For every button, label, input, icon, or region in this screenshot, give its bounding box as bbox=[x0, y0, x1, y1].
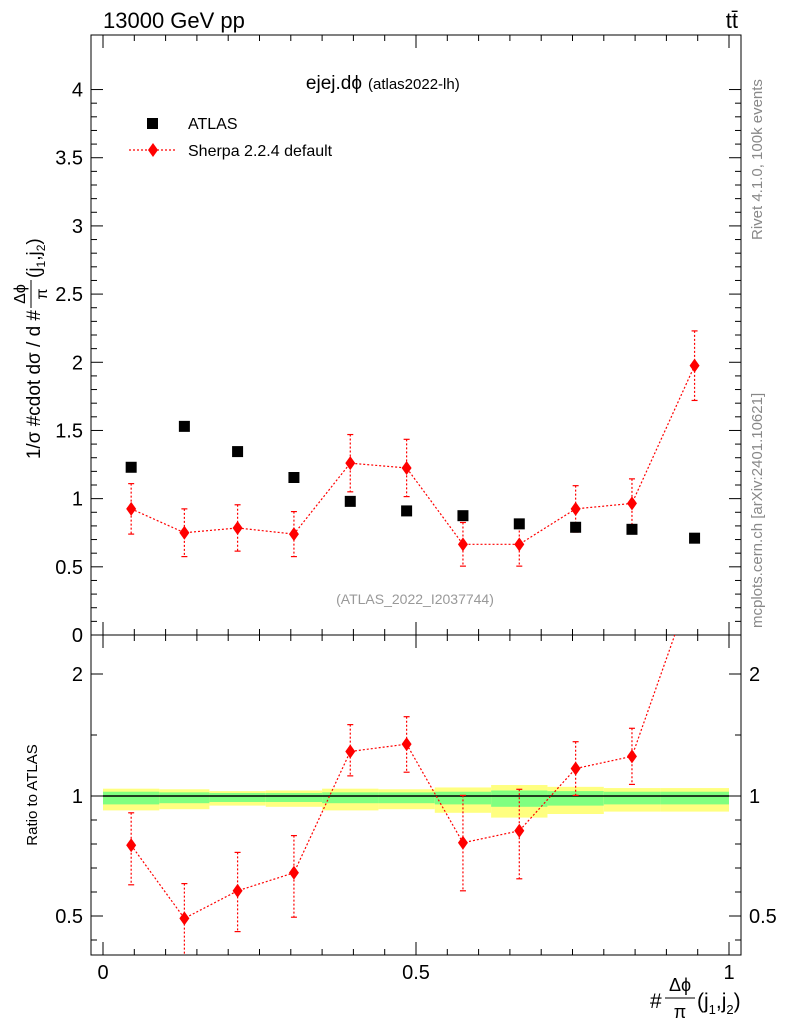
atlas-point bbox=[125, 461, 137, 473]
legend: ATLAS Sherpa 2.2.4 default bbox=[129, 116, 333, 160]
ratio-uncertainty-band bbox=[103, 785, 729, 818]
ratio-point bbox=[179, 911, 190, 926]
sherpa-point bbox=[232, 520, 243, 535]
ratio-band-inner bbox=[322, 792, 379, 804]
ratio-point bbox=[514, 823, 525, 838]
ratio-band-inner bbox=[603, 791, 661, 805]
sherpa-point bbox=[626, 496, 637, 511]
main-axis-ticks: 0 0.5 1 1.5 2 2.5 3 3.5 4 bbox=[55, 35, 741, 647]
svg-text:1/σ #cdot dσ / d #: 1/σ #cdot dσ / d # bbox=[24, 310, 45, 460]
ratio-point bbox=[288, 865, 299, 880]
sherpa-point bbox=[179, 525, 190, 540]
svg-text:(j1,j2): (j1,j2) bbox=[24, 238, 48, 278]
atlas-point bbox=[513, 518, 525, 530]
svg-text:Δϕ: Δϕ bbox=[12, 284, 29, 304]
main-ytick-label: 3 bbox=[72, 216, 83, 238]
ratio-xtick-label: 0.5 bbox=[402, 962, 430, 984]
main-ytick-label: 2.5 bbox=[55, 284, 83, 306]
atlas-point bbox=[401, 505, 413, 517]
process-label: tt̄ bbox=[726, 8, 738, 33]
atlas-point bbox=[626, 523, 638, 535]
ratio-ytick-label-left: 2 bbox=[72, 664, 83, 686]
ratio-axis-ticks: 0.5 0.5 1 1 2 2 0 0.5 1 bbox=[55, 635, 777, 984]
ratio-xtick-label: 1 bbox=[723, 962, 734, 984]
sherpa-line bbox=[130, 365, 696, 545]
ratio-point bbox=[345, 744, 356, 759]
main-y-axis-label: 1/σ #cdot dσ / d # Δϕ π (j1,j2) bbox=[12, 238, 51, 459]
sherpa-point bbox=[288, 527, 299, 542]
sherpa-point bbox=[345, 456, 356, 471]
sherpa-point bbox=[514, 537, 525, 552]
ratio-point bbox=[626, 749, 637, 764]
legend-atlas-marker bbox=[147, 118, 158, 129]
ratio-point bbox=[690, 572, 700, 586]
main-ytick-label: 0 bbox=[72, 625, 83, 647]
sherpa-point bbox=[457, 537, 468, 552]
main-ytick-label: 3.5 bbox=[55, 148, 83, 170]
ratio-ytick-label-left: 0.5 bbox=[55, 906, 83, 928]
ratio-band-inner bbox=[547, 791, 604, 806]
sherpa-point bbox=[126, 501, 137, 516]
atlas-point bbox=[178, 420, 190, 432]
legend-atlas-label: ATLAS bbox=[188, 116, 238, 133]
sherpa-point bbox=[570, 501, 581, 516]
ratio-point bbox=[401, 737, 412, 752]
atlas-point bbox=[288, 472, 300, 483]
svg-text:π: π bbox=[34, 288, 51, 299]
legend-sherpa-marker bbox=[148, 143, 158, 157]
main-plot-marks bbox=[125, 330, 701, 567]
ratio-sherpa-line bbox=[130, 635, 676, 920]
ratio-band-inner bbox=[378, 792, 435, 804]
atlas-point bbox=[570, 521, 582, 533]
plot-subtitle: (atlas2022-lh) bbox=[368, 76, 460, 93]
ratio-ytick-label-right: 2 bbox=[749, 664, 760, 686]
main-ytick-label: 1 bbox=[72, 489, 83, 511]
atlas-point bbox=[689, 532, 701, 544]
ratio-band-inner bbox=[159, 792, 210, 804]
svg-text:π: π bbox=[674, 1002, 686, 1022]
ratio-ytick-label-right: 0.5 bbox=[749, 906, 777, 928]
ratio-band-inner bbox=[265, 792, 323, 802]
plot-title: ejej.dϕ bbox=[306, 73, 362, 94]
ratio-point bbox=[457, 835, 468, 850]
sherpa-point bbox=[401, 460, 412, 475]
main-ytick-label: 0.5 bbox=[55, 557, 83, 579]
svg-text:#: # bbox=[650, 990, 662, 1013]
main-ytick-label: 2 bbox=[72, 352, 83, 374]
legend-sherpa-label: Sherpa 2.2.4 default bbox=[188, 143, 333, 160]
ratio-ytick-label-left: 1 bbox=[72, 786, 83, 808]
ratio-ytick-label-right: 1 bbox=[749, 786, 760, 808]
ratio-band-inner bbox=[434, 791, 492, 805]
ratio-band-inner bbox=[660, 791, 729, 805]
ratio-point bbox=[126, 838, 137, 853]
x-axis-label: # Δϕ π (j1,j2) bbox=[650, 975, 741, 1022]
energy-label: 13000 GeV pp bbox=[103, 8, 245, 33]
ratio-y-axis-label: Ratio to ATLAS bbox=[24, 744, 41, 845]
atlas-point bbox=[232, 446, 244, 458]
ratio-band-inner bbox=[209, 792, 266, 802]
sherpa-point bbox=[689, 358, 700, 373]
ratio-plot-marks bbox=[126, 572, 700, 955]
ratio-point bbox=[232, 883, 243, 898]
mcplots-label: mcplots.cern.ch [arXiv:2401.10621] bbox=[749, 393, 766, 628]
ratio-xtick-label: 0 bbox=[97, 962, 108, 984]
main-ytick-label: 4 bbox=[72, 80, 83, 102]
svg-text:Δϕ: Δϕ bbox=[669, 975, 691, 995]
atlas-point bbox=[344, 495, 356, 507]
analysis-id-label: (ATLAS_2022_I2037744) bbox=[336, 591, 494, 607]
main-ytick-label: 1.5 bbox=[55, 420, 83, 442]
ratio-band-inner bbox=[103, 791, 160, 805]
atlas-point bbox=[457, 510, 469, 522]
ratio-point bbox=[570, 761, 581, 776]
rivet-version-label: Rivet 4.1.0, 100k events bbox=[749, 79, 766, 240]
svg-text:(j1,j2): (j1,j2) bbox=[697, 990, 741, 1017]
